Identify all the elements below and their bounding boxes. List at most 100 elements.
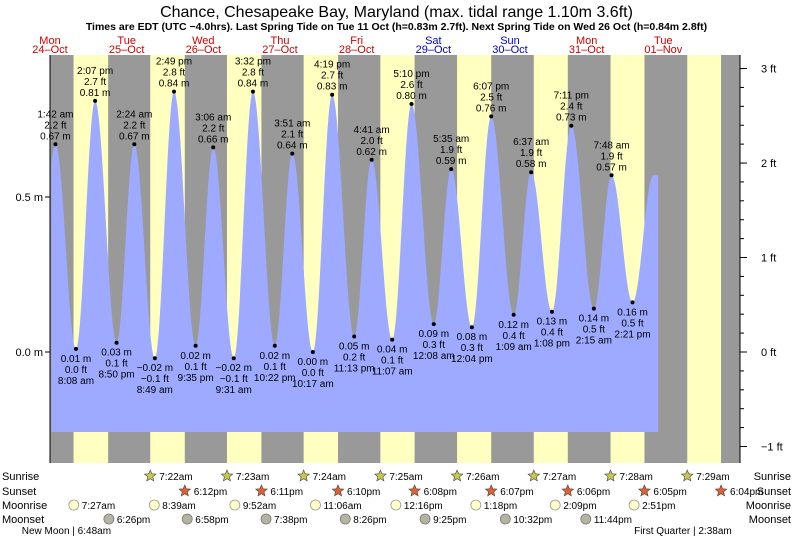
high-tide-feet: 2.2 ft: [202, 123, 224, 134]
tide-point: [114, 340, 119, 345]
low-tide-meters: −0.02 m: [137, 363, 173, 374]
sunset-row-label-left: Sunset: [2, 486, 36, 498]
low-tide-feet: 0.2 ft: [343, 353, 365, 364]
sunrise-icon: [527, 469, 541, 482]
day-date: 28–Oct: [339, 44, 374, 56]
sunrise-icon: [680, 469, 694, 482]
moonrise-icon: [470, 499, 482, 511]
tide-point: [193, 343, 198, 348]
high-tide-time: 3:51 am: [274, 119, 310, 130]
moonrise-time: 8:39am: [162, 501, 195, 512]
high-tide-meters: 0.73 m: [556, 113, 587, 124]
moonset-row-label-right: Moonset: [749, 514, 791, 526]
tide-point: [352, 334, 357, 339]
tide-point: [73, 346, 78, 351]
sunset-icon: [331, 484, 345, 497]
low-tide-meters: 0.04 m: [377, 345, 408, 356]
moonrise-time: 1:18pm: [484, 501, 517, 512]
sunrise-icon: [373, 469, 387, 482]
tide-point: [469, 325, 474, 330]
high-tide-feet: 2.6 ft: [400, 80, 422, 91]
tide-point: [449, 167, 454, 172]
tide-point: [369, 157, 374, 162]
high-tide-meters: 0.84 m: [238, 79, 269, 90]
day-name: Tue: [117, 35, 136, 47]
left-tick-label: 0.0 m: [15, 347, 43, 359]
sunrise-time: 7:27am: [543, 472, 576, 483]
low-tide-meters: 0.03 m: [101, 348, 132, 359]
moonrise-time: 11:06am: [323, 501, 361, 512]
high-tide-feet: 2.7 ft: [84, 77, 106, 88]
low-tide-time: 2:21 pm: [614, 329, 650, 340]
low-tide-time: 2:15 am: [576, 336, 612, 347]
sunset-icon: [561, 484, 575, 497]
moonset-time: 9:25pm: [433, 515, 466, 526]
high-tide-meters: 0.80 m: [396, 91, 427, 102]
moonset-time: 6:26pm: [117, 515, 150, 526]
moonrise-icon: [628, 499, 640, 511]
tide-point: [549, 309, 554, 314]
tide-point: [211, 145, 216, 150]
sunrise-time: 7:28am: [620, 472, 653, 483]
low-tide-meters: 0.12 m: [498, 320, 529, 331]
moonrise-icon: [68, 499, 80, 511]
sunset-icon: [254, 484, 268, 497]
low-tide-feet: 0.4 ft: [503, 331, 525, 342]
low-tide-feet: −0.1 ft: [141, 374, 169, 385]
day-date: 30–Oct: [492, 44, 527, 56]
sunrise-icon: [143, 469, 157, 482]
high-tide-feet: 2.4 ft: [560, 102, 582, 113]
low-tide-feet: 0.1 ft: [184, 362, 206, 373]
tide-point: [489, 114, 494, 119]
low-tide-feet: 0.1 ft: [381, 356, 403, 367]
tide-point: [630, 300, 635, 305]
high-tide-time: 3:06 am: [195, 112, 231, 123]
high-tide-meters: 0.64 m: [277, 141, 308, 152]
low-tide-meters: 0.02 m: [180, 351, 211, 362]
high-tide-time: 6:37 am: [513, 137, 549, 148]
tide-point: [511, 312, 516, 317]
moonset-time: 10:32pm: [513, 515, 552, 526]
tide-point: [330, 92, 335, 97]
sunrise-time: 7:25am: [389, 472, 422, 483]
day-date: 27–Oct: [262, 44, 297, 56]
tide-point: [171, 89, 176, 94]
moonrise-icon: [310, 499, 321, 511]
sunset-time: 6:12pm: [194, 487, 227, 498]
sunrise-time: 7:22am: [159, 472, 192, 483]
low-tide-time: 11:07 am: [372, 367, 413, 378]
daylight-band: [687, 55, 722, 463]
low-tide-meters: 0.00 m: [298, 357, 329, 368]
tide-point: [390, 337, 395, 342]
sunrise-time: 7:24am: [313, 472, 346, 483]
high-tide-meters: 0.57 m: [596, 162, 627, 173]
low-tide-time: 1:08 pm: [534, 339, 570, 350]
day-name: Wed: [192, 35, 214, 47]
moonset-icon: [339, 513, 351, 525]
low-tide-meters: 0.08 m: [457, 332, 488, 343]
moon-phase-label: First Quarter | 2:38am: [634, 526, 732, 537]
high-tide-time: 7:11 pm: [554, 91, 589, 102]
right-tick-label: 2 ft: [761, 158, 776, 170]
low-tide-meters: 0.16 m: [617, 307, 648, 318]
right-tick-label: −1 ft: [761, 441, 783, 453]
moonset-time: 6:58pm: [195, 515, 228, 526]
sunset-time: 6:07pm: [500, 487, 533, 498]
sunset-icon: [637, 484, 651, 497]
sunset-time: 6:06pm: [577, 487, 610, 498]
moonset-time: 11:44pm: [594, 515, 632, 526]
low-tide-feet: −0.1 ft: [220, 374, 248, 385]
high-tide-time: 2:07 pm: [77, 66, 113, 77]
high-tide-time: 7:48 am: [594, 140, 630, 151]
high-tide-meters: 0.67 m: [119, 131, 150, 142]
low-tide-time: 9:31 am: [216, 385, 252, 396]
sunrise-row-label-right: Sunrise: [754, 471, 791, 483]
day-date: 26–Oct: [186, 44, 221, 56]
tide-curve: [51, 91, 659, 432]
tide-point: [310, 350, 315, 354]
day-name: Fri: [350, 35, 363, 47]
high-tide-meters: 0.59 m: [436, 156, 467, 167]
low-tide-time: 8:08 am: [58, 376, 94, 387]
low-tide-meters: 0.13 m: [537, 317, 568, 328]
day-name: Mon: [39, 35, 60, 47]
